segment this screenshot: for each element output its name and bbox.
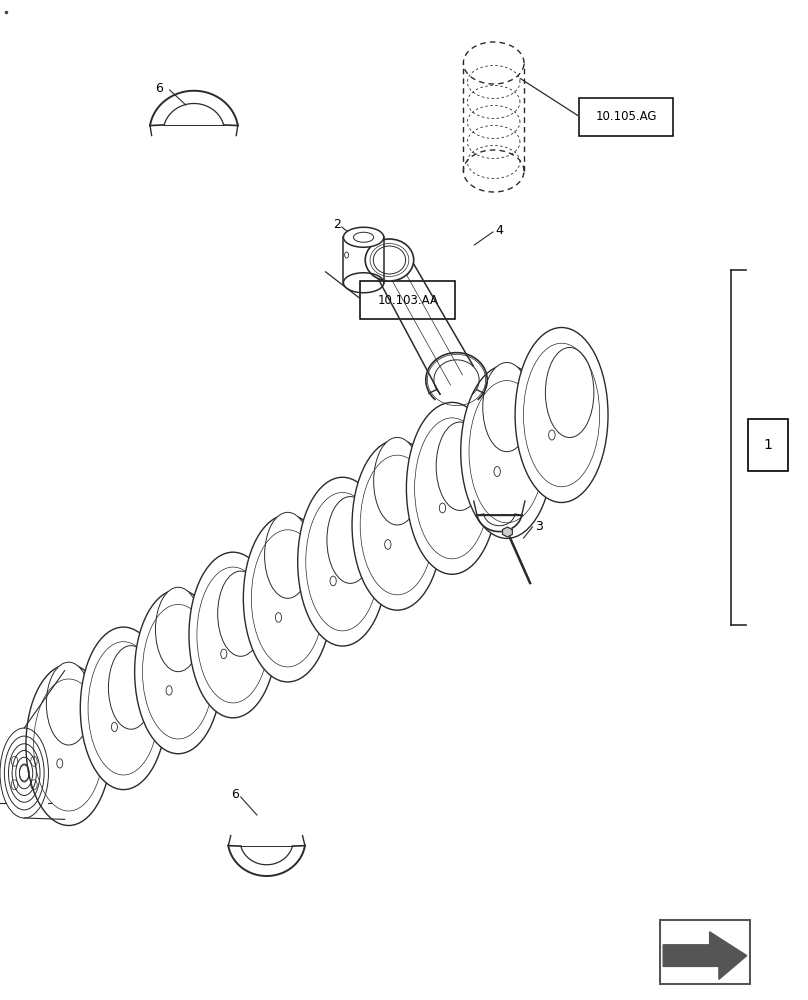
Text: 5: 5 (535, 491, 543, 504)
Ellipse shape (385, 540, 391, 549)
Text: 2: 2 (333, 219, 341, 232)
FancyBboxPatch shape (748, 419, 788, 471)
Ellipse shape (135, 590, 221, 754)
Ellipse shape (221, 649, 227, 659)
Text: 10.103.AA: 10.103.AA (377, 294, 438, 306)
Ellipse shape (365, 239, 414, 281)
Ellipse shape (166, 686, 172, 695)
Ellipse shape (515, 328, 608, 502)
Ellipse shape (406, 402, 498, 574)
Ellipse shape (297, 477, 387, 646)
Ellipse shape (108, 646, 154, 729)
Ellipse shape (80, 627, 166, 790)
Ellipse shape (264, 512, 311, 598)
Ellipse shape (112, 722, 117, 732)
Ellipse shape (243, 515, 332, 682)
Ellipse shape (436, 422, 484, 510)
FancyBboxPatch shape (360, 281, 456, 319)
Ellipse shape (26, 664, 112, 826)
Polygon shape (663, 932, 747, 979)
Ellipse shape (189, 552, 277, 718)
Text: 3: 3 (535, 520, 543, 532)
Ellipse shape (373, 437, 421, 525)
Ellipse shape (482, 362, 531, 452)
Ellipse shape (545, 348, 594, 438)
Text: 6: 6 (231, 788, 239, 802)
Ellipse shape (330, 576, 336, 586)
Ellipse shape (494, 467, 500, 476)
Ellipse shape (549, 430, 555, 440)
Text: 10.105.AG: 10.105.AG (595, 110, 657, 123)
Ellipse shape (276, 613, 281, 622)
Text: 6: 6 (155, 82, 163, 95)
Ellipse shape (57, 759, 63, 768)
Text: 1: 1 (764, 438, 772, 452)
Ellipse shape (440, 503, 446, 513)
Ellipse shape (217, 571, 263, 656)
Ellipse shape (155, 587, 201, 672)
Ellipse shape (352, 440, 443, 610)
Ellipse shape (327, 497, 373, 583)
Text: 4: 4 (495, 224, 503, 236)
Ellipse shape (343, 227, 384, 247)
FancyBboxPatch shape (579, 98, 673, 136)
Ellipse shape (461, 365, 553, 538)
Ellipse shape (46, 662, 91, 745)
Polygon shape (503, 527, 512, 537)
